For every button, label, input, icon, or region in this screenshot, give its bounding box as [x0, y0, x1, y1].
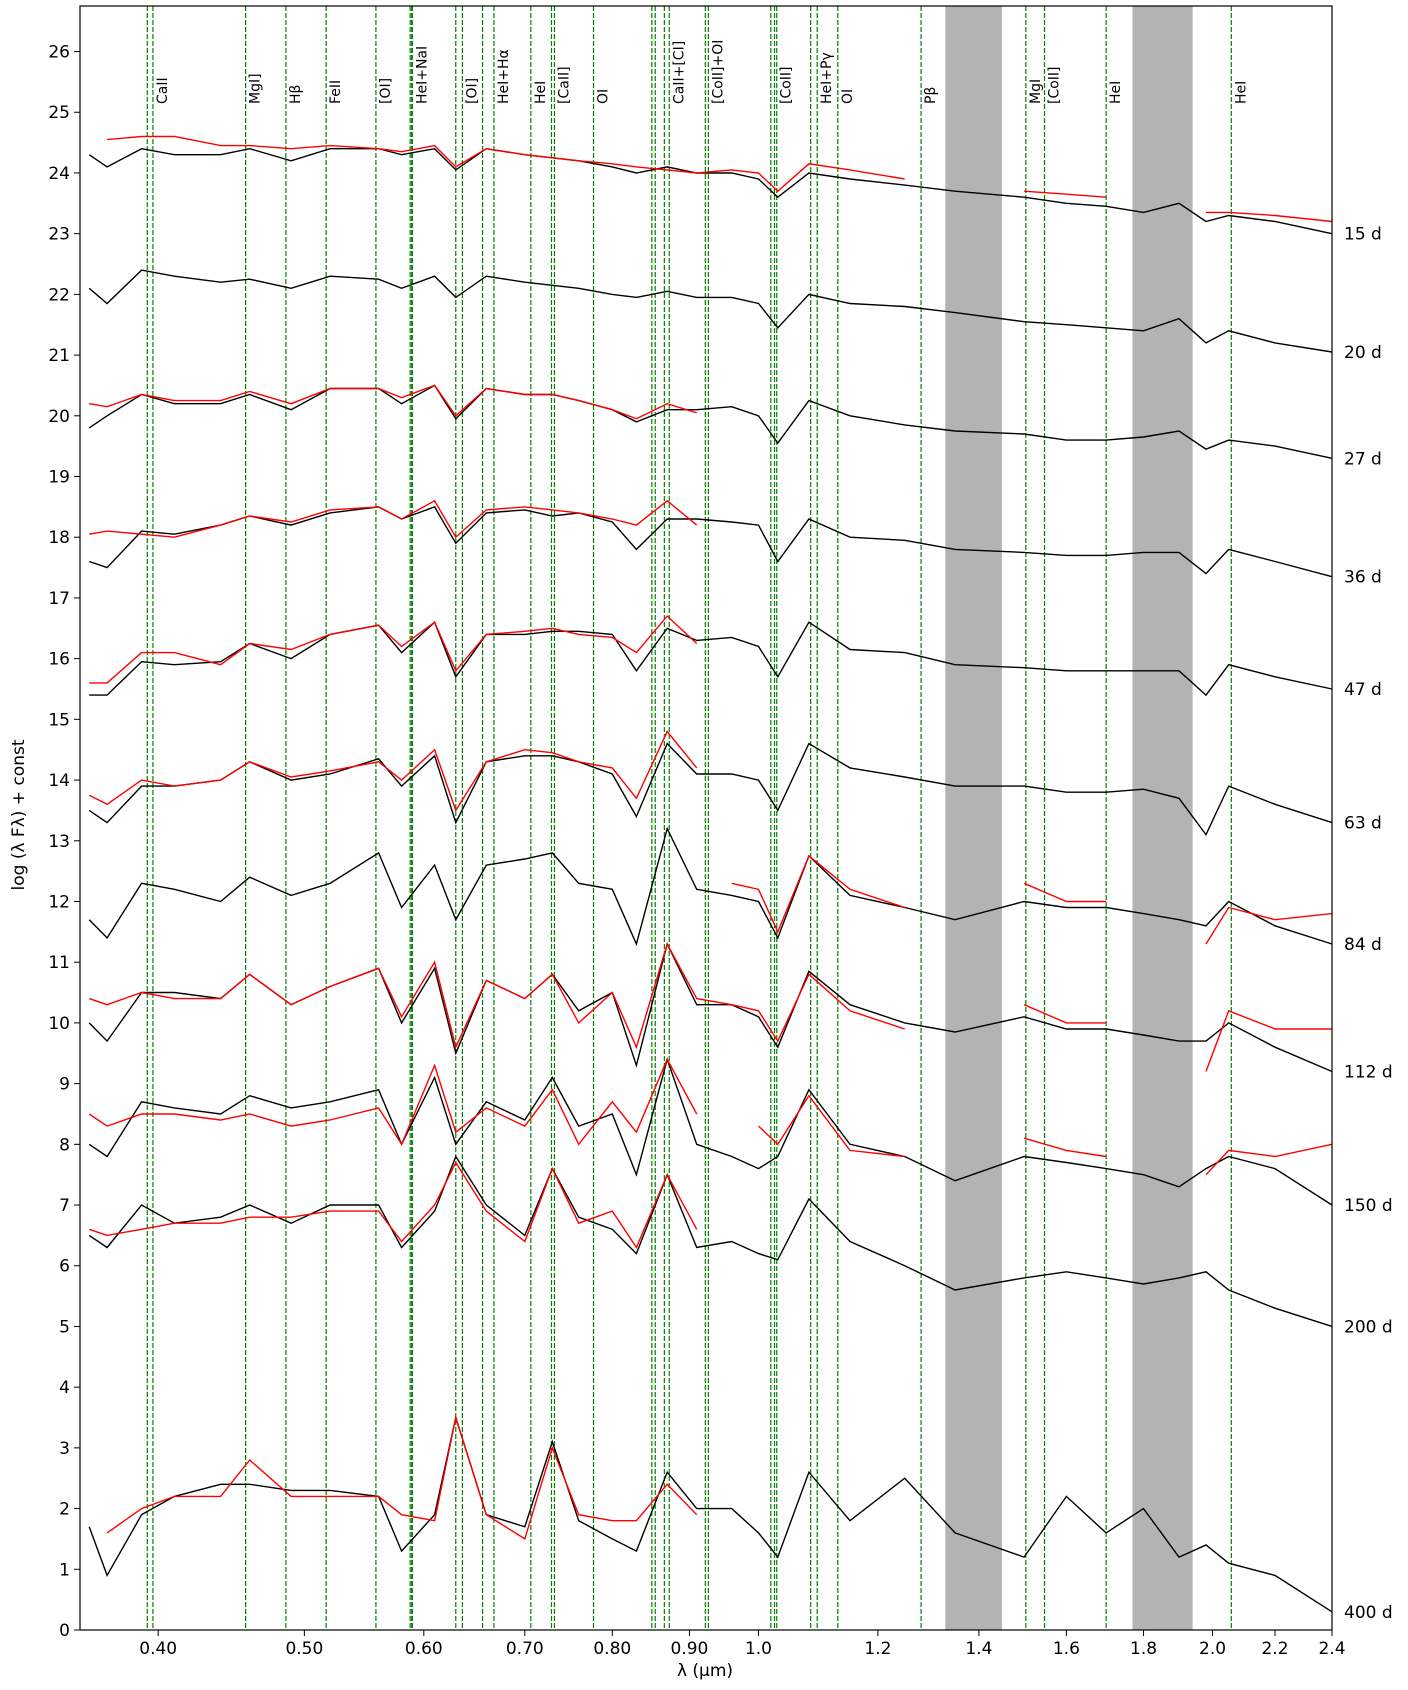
- line-id-label: [OI]: [378, 78, 394, 104]
- spectrum-line: [88, 506, 1333, 578]
- line-id-label: HeI: [1233, 81, 1249, 104]
- x-tick-label: 1.8: [1130, 1639, 1157, 1659]
- spectrum-line: [88, 269, 1333, 353]
- x-tick-label: 0.80: [593, 1639, 631, 1659]
- x-tick-label: 0.60: [405, 1639, 443, 1659]
- y-tick-label: 3: [59, 1439, 70, 1459]
- y-tick-label: 0: [59, 1621, 70, 1641]
- y-tick-label: 11: [48, 953, 70, 973]
- epoch-label: 150 d: [1344, 1196, 1393, 1216]
- spectrum-line: [88, 1056, 1333, 1206]
- spectrum-line: [88, 1057, 1333, 1176]
- y-tick-label: 17: [48, 589, 70, 609]
- spectrum-line: [88, 730, 698, 813]
- epoch-label: 63 d: [1344, 814, 1382, 834]
- line-id-label: CaII+[CI]: [671, 41, 687, 104]
- y-tick-label: 12: [48, 892, 70, 912]
- line-id-label: HeI+Pγ: [819, 52, 835, 104]
- line-id-label: [CoII]: [1047, 66, 1063, 104]
- line-id-label: Pβ: [923, 87, 939, 104]
- spectrum-line: [89, 615, 698, 684]
- line-id-label: HeI: [1108, 81, 1124, 104]
- plot-frame: [79, 5, 1333, 1631]
- epoch-label: 400 d: [1344, 1603, 1393, 1623]
- line-id-label: [CoII]: [779, 66, 795, 104]
- spectrum-line: [89, 620, 1333, 697]
- spectrum-line: [88, 384, 1333, 459]
- y-tick-label: 18: [48, 528, 70, 548]
- x-axis-title: λ (µm): [677, 1661, 733, 1681]
- y-tick-label: 5: [59, 1317, 70, 1337]
- y-tick-label: 26: [48, 43, 70, 63]
- shaded-band: [945, 6, 1002, 1630]
- x-tick-label: 0.50: [285, 1639, 323, 1659]
- spectrum-line: [88, 1414, 1333, 1613]
- y-tick-label: 7: [59, 1196, 70, 1216]
- x-tick-label: 2.0: [1199, 1639, 1226, 1659]
- x-tick-label: 1.6: [1053, 1639, 1080, 1659]
- line-id-label: [OI]: [464, 78, 480, 104]
- y-tick-label: 6: [59, 1257, 70, 1277]
- epoch-label: 200 d: [1344, 1317, 1393, 1337]
- line-id-label: HeI+Hα: [496, 49, 512, 104]
- line-id-label: OI: [596, 89, 612, 104]
- x-tick-label: 1.2: [864, 1639, 891, 1659]
- y-tick-label: 21: [48, 346, 70, 366]
- spectrum-line: [88, 147, 1333, 235]
- epoch-label: 27 d: [1344, 449, 1382, 469]
- y-tick-label: 13: [48, 832, 70, 852]
- line-id-label: MgI]: [248, 73, 264, 104]
- y-tick-label: 19: [48, 468, 70, 488]
- x-tick-label: 1.0: [745, 1639, 772, 1659]
- spectrum-line: [88, 1161, 698, 1249]
- line-id-label: HeI: [533, 81, 549, 104]
- epoch-label: 112 d: [1344, 1062, 1393, 1082]
- epoch-label: 84 d: [1344, 935, 1382, 955]
- spectrum-line: [731, 854, 1333, 945]
- spectrum-line: [88, 826, 1333, 947]
- epoch-label: 20 d: [1344, 343, 1382, 363]
- y-tick-label: 25: [48, 103, 70, 123]
- line-id-label: CaII: [155, 77, 171, 104]
- line-id-label: OI: [840, 89, 856, 104]
- y-axis-title: log (λ Fλ) + const: [9, 739, 29, 890]
- line-id-label: Hβ: [288, 85, 304, 104]
- epoch-label: 36 d: [1344, 568, 1382, 588]
- y-tick-label: 23: [48, 225, 70, 245]
- spectrum-line: [89, 499, 698, 539]
- x-tick-label: 0.90: [671, 1639, 709, 1659]
- spectrum-line: [107, 135, 1333, 223]
- x-tick-label: 0.70: [506, 1639, 544, 1659]
- y-tick-label: 16: [48, 650, 70, 670]
- y-tick-label: 15: [48, 710, 70, 730]
- x-tick-label: 0.40: [139, 1639, 177, 1659]
- x-tick-label: 1.4: [965, 1639, 992, 1659]
- y-tick-label: 14: [48, 771, 70, 791]
- y-tick-label: 9: [59, 1075, 70, 1095]
- line-id-label: HeI+NaI: [414, 46, 430, 104]
- epoch-label: 47 d: [1344, 680, 1382, 700]
- y-tick-label: 4: [59, 1378, 70, 1398]
- x-tick-label: 2.2: [1261, 1639, 1288, 1659]
- spectrum-line: [88, 742, 1333, 837]
- y-tick-label: 24: [48, 164, 70, 184]
- spectrum-line: [89, 384, 697, 420]
- y-tick-label: 1: [59, 1560, 70, 1580]
- spectrum-line: [88, 1154, 1333, 1328]
- y-tick-label: 2: [59, 1500, 70, 1520]
- y-tick-label: 20: [48, 407, 70, 427]
- line-id-label: FeII: [328, 80, 344, 104]
- y-tick-label: 10: [48, 1014, 70, 1034]
- x-tick-label: 2.4: [1318, 1639, 1345, 1659]
- spectrum-line: [88, 942, 1332, 1072]
- y-tick-label: 8: [59, 1135, 70, 1155]
- spectrum-line: [106, 1414, 698, 1540]
- y-tick-label: 22: [48, 285, 70, 305]
- line-id-label: MgI: [1028, 79, 1044, 104]
- line-id-label: [CoII]+OI: [710, 40, 726, 104]
- epoch-label: 15 d: [1344, 225, 1382, 245]
- line-id-label: [CaII]: [556, 66, 572, 104]
- shaded-band: [1132, 6, 1193, 1630]
